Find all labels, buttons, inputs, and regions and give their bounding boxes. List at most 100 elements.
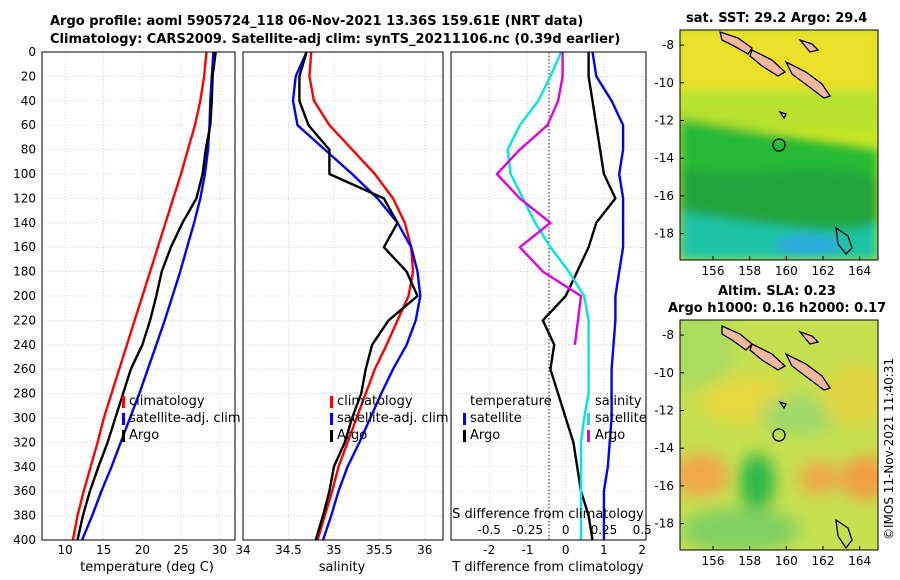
sst-blue-patch — [774, 235, 842, 255]
x-tick-label: -2 — [483, 543, 495, 557]
temperature-panel: 0 20 40 60 80 100 120 140 160 180 200 220 240 260 280 3… — [13, 45, 241, 575]
x-tick-label: 34.5 — [275, 543, 302, 557]
sla-patch-orange-w — [680, 453, 728, 497]
depth-tick-label: 300 — [13, 411, 36, 425]
lat-tick-label: -12 — [654, 403, 674, 417]
depth-tick-label: 320 — [13, 435, 36, 449]
lat-tick-label: -14 — [654, 441, 674, 455]
figure-title-line2: Climatology: CARS2009. Satellite-adj cli… — [50, 32, 621, 47]
salinity-legend: climatology satellite-adj. clim Argo — [330, 394, 449, 443]
legend-s-argo-swatch — [587, 430, 590, 442]
series-line — [291, 52, 422, 540]
x-tick-label: 0 — [562, 543, 570, 557]
lat-tick-label: -18 — [654, 517, 674, 531]
legend-t-satellite-swatch — [463, 413, 466, 425]
sla-patch-green — [760, 395, 840, 435]
legend-climatology-swatch — [330, 396, 333, 408]
sla-map-frame — [679, 319, 879, 551]
sst-profile-marker — [772, 138, 786, 152]
depth-tick-label: 80 — [21, 143, 36, 157]
series-line — [495, 52, 583, 345]
x-tick-label: 25 — [173, 543, 188, 557]
salinity-tick-labels: 34 34.5 35 35.5 36 — [235, 543, 432, 557]
lat-tick-label: -14 — [654, 151, 674, 165]
legend-argo-label: Argo — [337, 428, 367, 443]
sla-map: -8 -10 -12 -14 -16 -18 156 158 160 162 164 — [654, 319, 879, 568]
sst-mid-band — [680, 90, 878, 130]
series-line — [506, 52, 590, 540]
legend-satellite-label: satellite-adj. clim — [129, 411, 241, 426]
sla-patch-orange-e — [842, 456, 878, 500]
sla-map-title-line1: Altim. SLA: 0.23 — [718, 284, 836, 299]
series-line — [541, 52, 617, 540]
sst-map: -8 -10 -12 -14 -16 -18 156 158 160 162 164 — [654, 29, 879, 278]
lat-tick-label: -10 — [654, 366, 674, 380]
legend-t-satellite-label: satellite — [470, 411, 522, 426]
x-tick-label: 1 — [600, 543, 608, 557]
salinity-x-label: salinity — [319, 560, 366, 575]
difference-panel: -2 -1 0 1 2 -0.5 -0.25 0 0.25 0.5 S difference f… — [450, 51, 652, 575]
sla-patch-ne — [820, 365, 878, 425]
sla-land — [721, 324, 853, 550]
depth-tick-label: 280 — [13, 387, 36, 401]
lat-tick-label: -12 — [654, 113, 674, 127]
x-tick-label: 2 — [638, 543, 646, 557]
depth-tick-label: 40 — [21, 94, 36, 108]
s-tick-label: 0 — [562, 523, 570, 537]
temperature-tick-labels: 10 15 20 25 30 — [58, 543, 228, 557]
legend-temperature-title: temperature — [470, 394, 552, 409]
depth-tick-label: 380 — [13, 509, 36, 523]
legend-climatology-label: climatology — [337, 394, 413, 409]
series-line — [76, 52, 217, 540]
legend-climatology-swatch — [122, 396, 125, 408]
t-difference-x-label: T difference from climatology — [451, 560, 644, 575]
s-tick-label: -0.25 — [512, 523, 543, 537]
sla-patch-green-core — [739, 454, 775, 510]
depth-tick-label: 200 — [13, 289, 36, 303]
depth-tick-labels: 0 20 40 60 80 100 120 140 160 180 200 220 240 260 280 3… — [13, 45, 36, 547]
depth-tick-label: 160 — [13, 240, 36, 254]
depth-tick-label: 240 — [13, 338, 36, 352]
legend-argo-label: Argo — [129, 428, 159, 443]
s-difference-axis-label: S difference from climatology — [452, 507, 644, 522]
t-difference-tick-labels: -2 -1 0 1 2 — [483, 543, 646, 557]
lon-tick-label: 156 — [702, 554, 725, 568]
sla-lon-tick-labels: 156 158 160 162 164 — [702, 546, 871, 568]
depth-tick-label: 180 — [13, 265, 36, 279]
lon-tick-label: 164 — [848, 264, 871, 278]
x-tick-label: -1 — [521, 543, 533, 557]
temperature-plot-frame — [41, 51, 236, 541]
lat-tick-label: -8 — [662, 328, 674, 342]
x-tick-label: 35 — [326, 543, 341, 557]
lat-tick-label: -16 — [654, 479, 674, 493]
s-difference-tick-labels: -0.5 -0.25 0 0.25 0.5 — [478, 523, 652, 537]
legend-satellite-swatch — [122, 413, 125, 425]
legend-t-argo-swatch — [463, 430, 466, 442]
lon-tick-label: 162 — [812, 554, 835, 568]
s-tick-label: 0.5 — [633, 523, 652, 537]
x-tick-label: 35.5 — [366, 543, 393, 557]
legend-argo-swatch — [330, 430, 333, 442]
sla-profile-marker — [772, 428, 786, 442]
x-tick-label: 30 — [212, 543, 227, 557]
difference-series — [495, 52, 625, 540]
lat-tick-label: -18 — [654, 227, 674, 241]
legend-satellite-swatch — [330, 413, 333, 425]
sla-patch-south — [680, 508, 800, 550]
sst-map-title: sat. SST: 29.2 Argo: 29.4 — [686, 11, 868, 26]
series-line — [308, 52, 415, 540]
x-tick-label: 34 — [235, 543, 250, 557]
legend-climatology-label: climatology — [129, 394, 205, 409]
s-tick-label: 0.25 — [591, 523, 618, 537]
sst-land — [719, 31, 853, 255]
lat-tick-label: -16 — [654, 189, 674, 203]
depth-tick-label: 400 — [13, 533, 36, 547]
difference-plot-frame — [450, 51, 647, 541]
depth-tick-label: 100 — [13, 167, 36, 181]
sst-map-frame — [679, 29, 879, 261]
salinity-plot-frame — [242, 51, 444, 541]
sla-lat-tick-labels: -8 -10 -12 -14 -16 -18 — [654, 328, 684, 531]
sla-patch-nw — [680, 320, 735, 390]
sst-warm-north-band — [680, 30, 878, 90]
sla-patch-orange-c — [798, 462, 842, 494]
